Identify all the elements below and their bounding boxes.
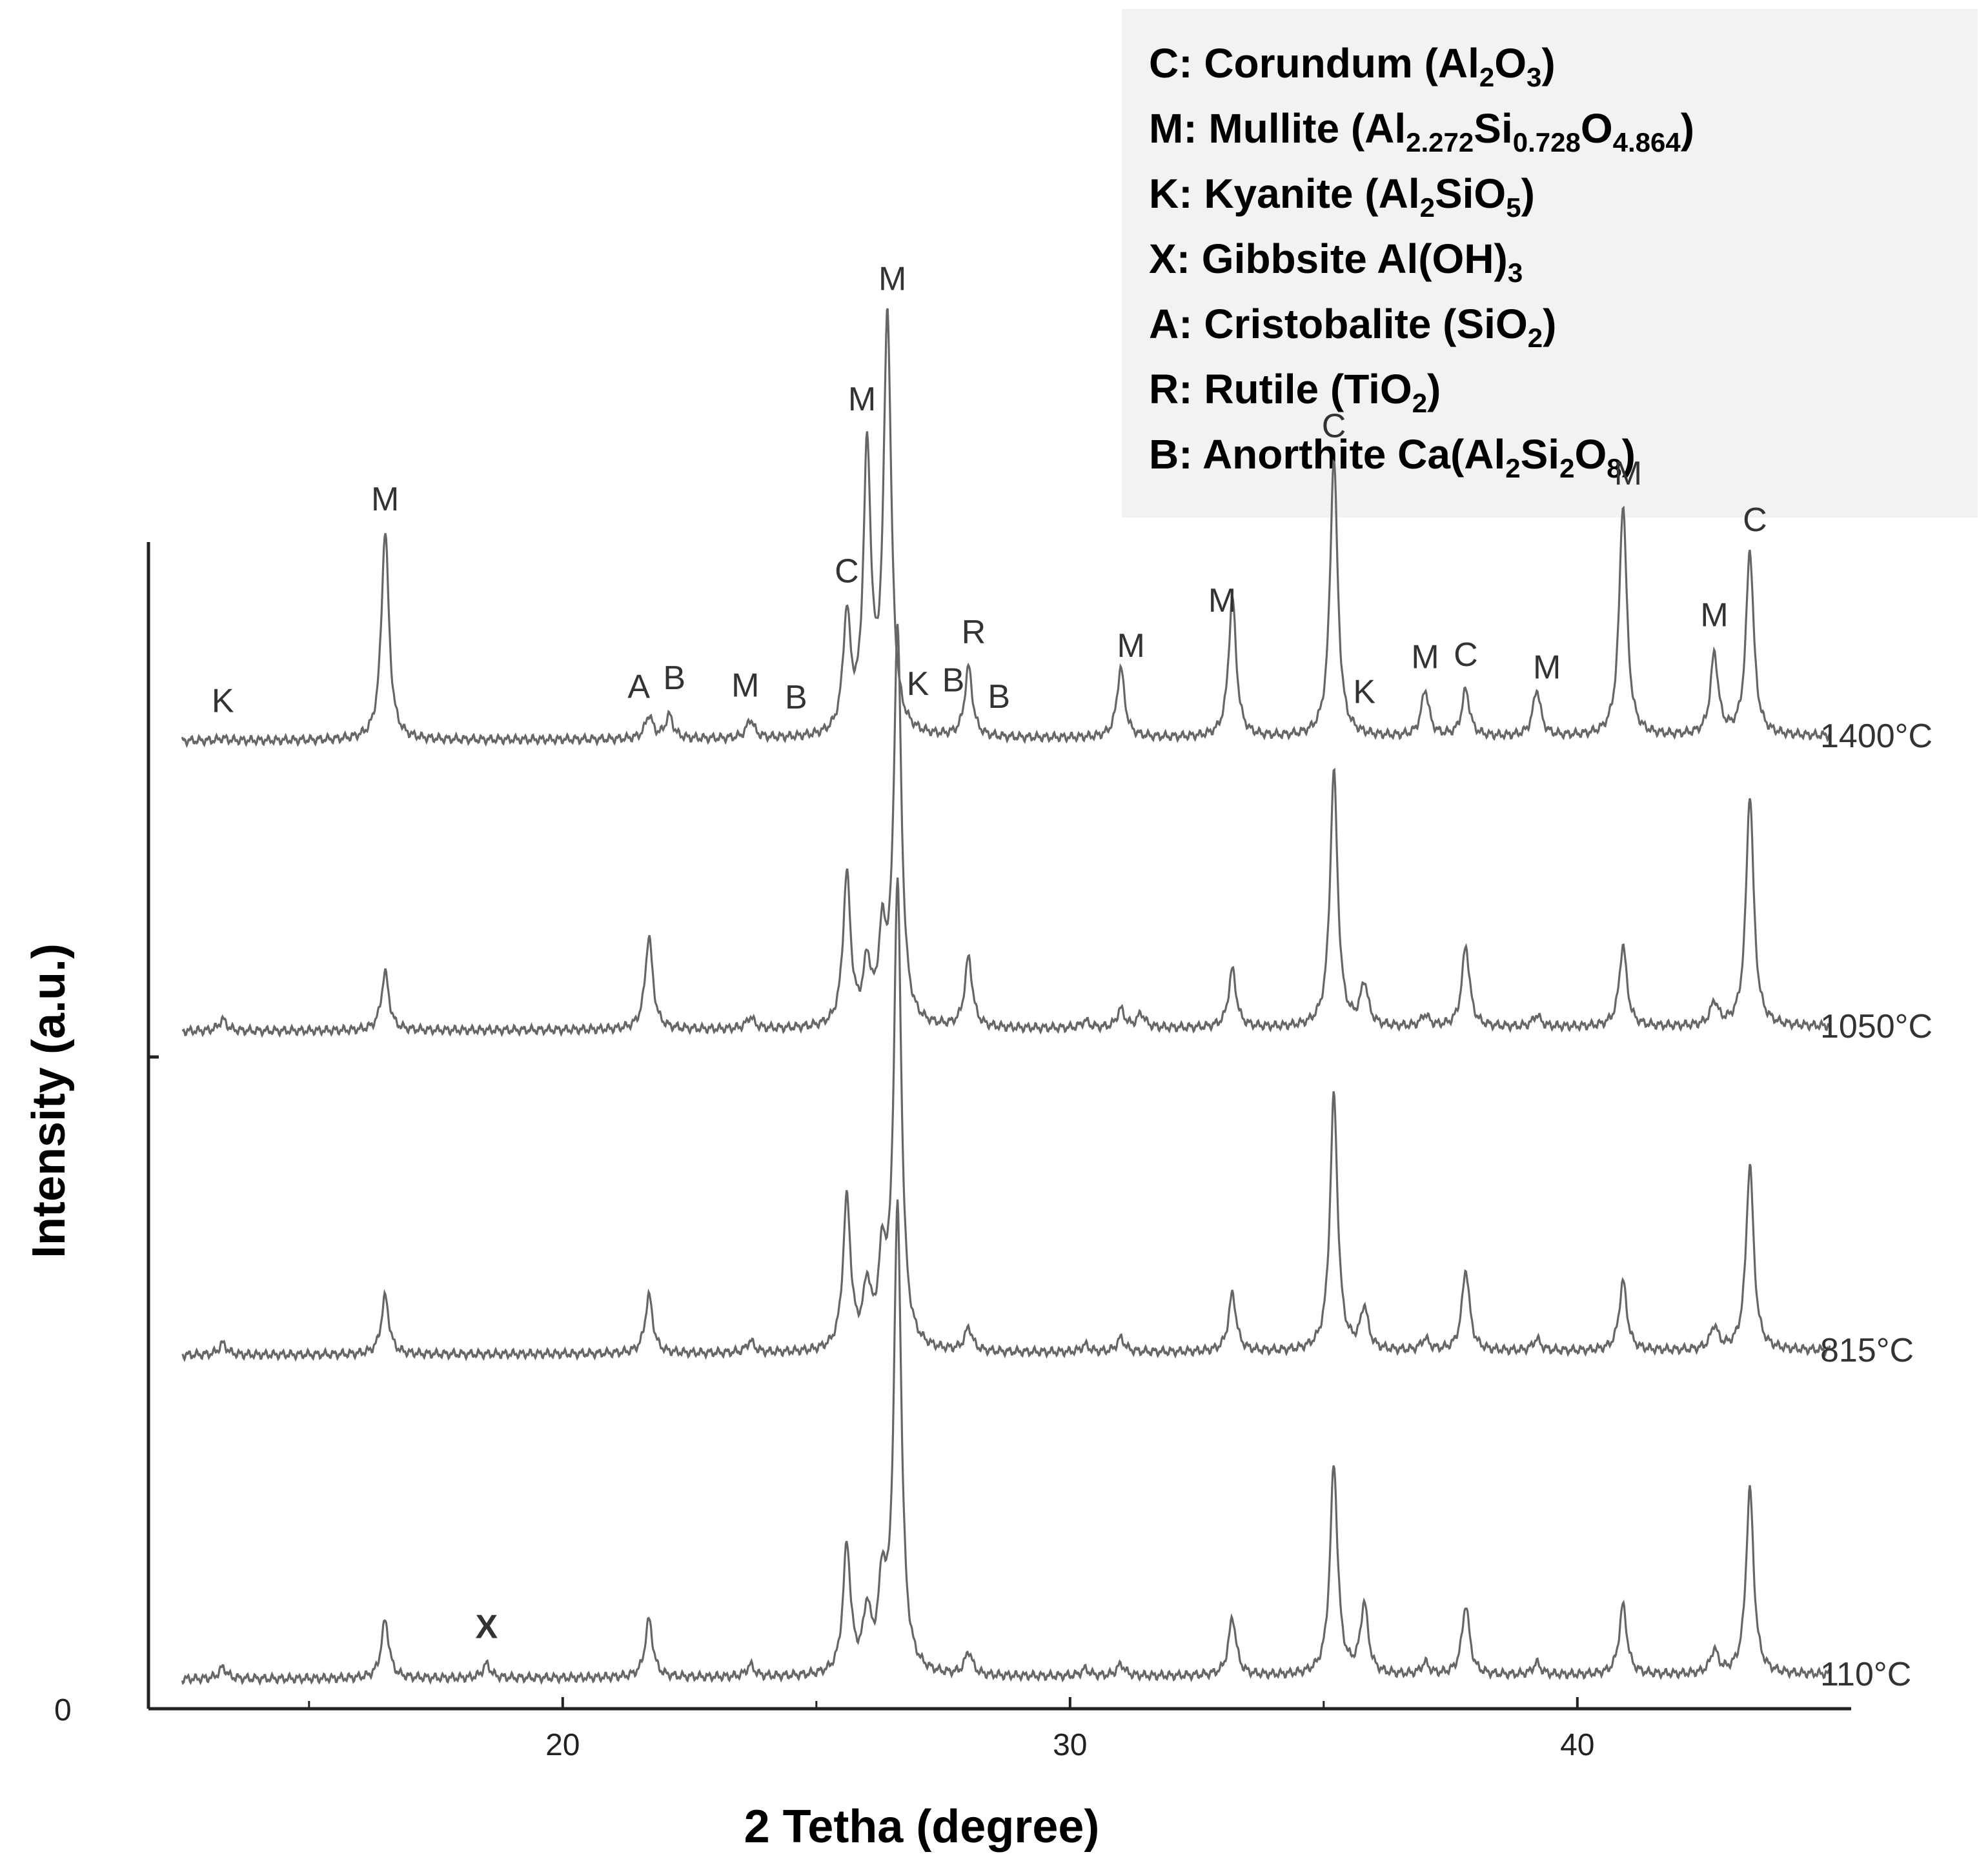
peak-label: C xyxy=(1743,501,1767,539)
x-tick-label: 20 xyxy=(545,1728,580,1762)
series-line xyxy=(181,1199,1832,1686)
x-tick-label: 30 xyxy=(1053,1728,1087,1762)
legend-box: C: Corundum (Al2O3) M: Mullite (Al2.272Si… xyxy=(1122,9,1978,518)
peak-label: M xyxy=(731,667,759,705)
peak-label: M xyxy=(1700,597,1728,634)
peak-label: R xyxy=(962,614,986,651)
legend-entry: K: Kyanite (Al2SiO5) xyxy=(1149,170,1535,223)
peak-label: B xyxy=(785,679,807,716)
legend-entry: X: Gibbsite Al(OH)3 xyxy=(1149,236,1523,288)
series-traces xyxy=(181,308,1832,1686)
series-line xyxy=(181,308,1832,749)
legend-entry: C: Corundum (Al2O3) xyxy=(1149,40,1556,92)
legend-entry: M: Mullite (Al2.272Si0.728O4.864) xyxy=(1149,105,1694,157)
peak-label: M xyxy=(371,481,399,518)
x-tick-label: 40 xyxy=(1560,1728,1594,1762)
peak-label: M xyxy=(1533,649,1561,686)
series-line xyxy=(181,623,1832,1038)
peak-label: C xyxy=(1454,636,1478,674)
peak-label: K xyxy=(1353,674,1375,711)
legend-entry: B: Anorthite Ca(Al2Si2O8) xyxy=(1149,431,1636,483)
x-axis-title: 2 Tetha (degree) xyxy=(744,1801,1100,1853)
series-name-label: 815°C xyxy=(1820,1332,1914,1369)
series-line xyxy=(181,877,1831,1363)
peak-label: A xyxy=(627,669,650,706)
legend-items: C: Corundum (Al2O3) M: Mullite (Al2.272Si… xyxy=(1149,40,1694,483)
peak-label: B xyxy=(942,661,965,699)
legend-entry: A: Cristobalite (SiO2) xyxy=(1149,301,1556,353)
series-name-label: 1050°C xyxy=(1820,1008,1932,1045)
peak-label: B xyxy=(988,678,1010,716)
axes: 0 xyxy=(54,542,1851,1727)
peak-label: K xyxy=(212,683,234,720)
peak-label: M xyxy=(1411,638,1439,676)
peak-label: M xyxy=(1208,582,1236,619)
temperature-labels: 1400°C 1050°C 815°C 110°C xyxy=(1820,718,1932,1693)
series-name-label: 1400°C xyxy=(1820,718,1932,755)
peak-label: M xyxy=(878,260,906,297)
x-ticks: 20 30 40 xyxy=(308,1697,1594,1762)
y-tick-label: 0 xyxy=(54,1693,72,1727)
peak-label: C xyxy=(1322,408,1346,445)
peak-label: B xyxy=(663,659,685,697)
peak-label: M xyxy=(848,381,876,418)
peak-label: X xyxy=(476,1609,498,1646)
peak-label: K xyxy=(907,665,929,703)
legend-background xyxy=(1122,9,1978,518)
peak-label: M xyxy=(1117,627,1144,665)
peak-label: M xyxy=(1614,455,1642,492)
legend-entry: R: Rutile (TiO2) xyxy=(1149,366,1441,418)
series-name-label: 110°C xyxy=(1820,1656,1911,1693)
peak-label: C xyxy=(835,552,859,590)
y-axis-title: Intensity (a.u.) xyxy=(23,943,75,1258)
